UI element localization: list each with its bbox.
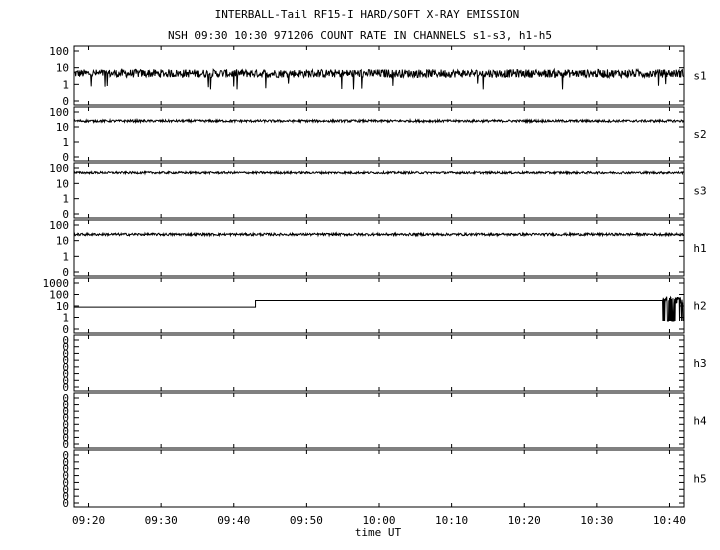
y-tick-label-h5-2: 0 <box>62 463 69 476</box>
y-tick-label-s3-0: 100 <box>49 162 69 175</box>
y-tick-label-s3-1: 10 <box>56 177 69 190</box>
series-s2 <box>73 117 685 125</box>
y-tick-label-h3-7: 0 <box>62 381 69 394</box>
y-tick-label-h2-3: 1 <box>62 312 69 325</box>
y-tick-label-h4-1: 0 <box>62 399 69 412</box>
y-tick-label-s2-0: 100 <box>49 106 69 119</box>
y-tick-label-h5-4: 0 <box>62 476 69 489</box>
y-tick-label-h5-6: 0 <box>62 490 69 503</box>
y-tick-label-s3-3: 0 <box>62 208 69 221</box>
panels-group: s11001010s21001010s31001010h11001010h210… <box>43 45 707 510</box>
panel-frame-s2 <box>73 106 685 162</box>
x-tick-label-5: 10:10 <box>435 514 468 527</box>
y-tick-label-h5-1: 0 <box>62 456 69 469</box>
y-tick-label-h4-4: 0 <box>62 418 69 431</box>
y-tick-label-s1-1: 10 <box>56 62 69 75</box>
y-tick-label-h3-1: 0 <box>62 341 69 354</box>
y-tick-label-s2-3: 0 <box>62 151 69 164</box>
series-h2 <box>74 300 663 308</box>
y-tick-label-h3-5: 0 <box>62 368 69 381</box>
y-tick-label-s1-0: 100 <box>49 45 69 58</box>
y-tick-label-h3-0: 0 <box>62 334 69 347</box>
y-tick-label-h2-4: 0 <box>62 323 69 336</box>
x-tick-label-3: 09:50 <box>290 514 323 527</box>
y-tick-label-s1-3: 0 <box>62 95 69 108</box>
x-tick-label-4: 10:00 <box>362 514 395 527</box>
panel-label-h5: h5 <box>693 473 706 486</box>
series-burst-h2 <box>661 295 684 322</box>
x-axis: 09:20 09:30 09:40 09:50 10:00 10:10 10:20 10:30… <box>72 514 686 527</box>
y-tick-label-h4-6: 0 <box>62 431 69 444</box>
y-tick-label-h2-2: 10 <box>56 300 69 313</box>
panel-frame-s3 <box>73 162 685 219</box>
y-tick-label-s3-2: 1 <box>62 193 69 206</box>
y-tick-label-h1-2: 1 <box>62 250 69 263</box>
panel-frame-h4 <box>73 392 685 449</box>
x-tick-label-0: 09:20 <box>72 514 105 527</box>
panel-frame-h5 <box>73 449 685 508</box>
y-tick-label-h3-4: 0 <box>62 361 69 374</box>
y-tick-label-s2-2: 1 <box>62 136 69 149</box>
x-tick-label-7: 10:30 <box>580 514 613 527</box>
y-tick-label-h1-3: 0 <box>62 266 69 279</box>
panel-frame-h1 <box>73 219 685 277</box>
y-tick-label-h3-3: 0 <box>62 354 69 367</box>
panel-label-h2: h2 <box>693 300 706 313</box>
y-tick-label-s1-2: 1 <box>62 78 69 91</box>
panel-label-h1: h1 <box>693 242 706 255</box>
y-tick-label-h4-7: 0 <box>62 438 69 451</box>
y-tick-label-h5-0: 0 <box>62 449 69 462</box>
panel-label-h3: h3 <box>693 357 706 370</box>
y-tick-label-h4-2: 0 <box>62 405 69 418</box>
y-tick-label-h5-3: 0 <box>62 470 69 483</box>
x-tick-label-8: 10:40 <box>653 514 686 527</box>
series-h1 <box>73 231 685 238</box>
y-tick-label-s2-1: 10 <box>56 121 69 134</box>
y-tick-label-h1-1: 10 <box>56 235 69 248</box>
series-s3 <box>73 169 685 176</box>
y-tick-label-h1-0: 100 <box>49 219 69 232</box>
y-tick-label-h4-0: 0 <box>62 392 69 405</box>
x-axis-label: time UT <box>355 526 402 539</box>
x-tick-label-1: 09:30 <box>145 514 178 527</box>
y-tick-label-h5-7: 0 <box>62 497 69 510</box>
panel-label-s1: s1 <box>693 70 706 83</box>
series-s1 <box>73 67 685 90</box>
y-tick-label-h2-1: 100 <box>49 289 69 302</box>
x-tick-label-6: 10:20 <box>508 514 541 527</box>
y-tick-label-h3-6: 0 <box>62 374 69 387</box>
chart-title-line-2: NSH 09:30 10:30 971206 COUNT RATE IN CHA… <box>168 29 552 42</box>
panel-frame-h3 <box>73 334 685 392</box>
panel-frame-h2 <box>73 277 685 334</box>
chart-title-line-1: INTERBALL-Tail RF15-I HARD/SOFT X-RAY EM… <box>215 8 520 21</box>
x-tick-label-2: 09:40 <box>217 514 250 527</box>
panel-label-s2: s2 <box>693 128 706 141</box>
panel-label-h4: h4 <box>693 415 707 428</box>
y-tick-label-h4-5: 0 <box>62 425 69 438</box>
y-tick-label-h2-0: 1000 <box>43 277 70 290</box>
y-tick-label-h3-2: 0 <box>62 347 69 360</box>
panel-label-s3: s3 <box>693 185 706 198</box>
y-tick-label-h4-3: 0 <box>62 412 69 425</box>
y-tick-label-h5-5: 0 <box>62 483 69 496</box>
